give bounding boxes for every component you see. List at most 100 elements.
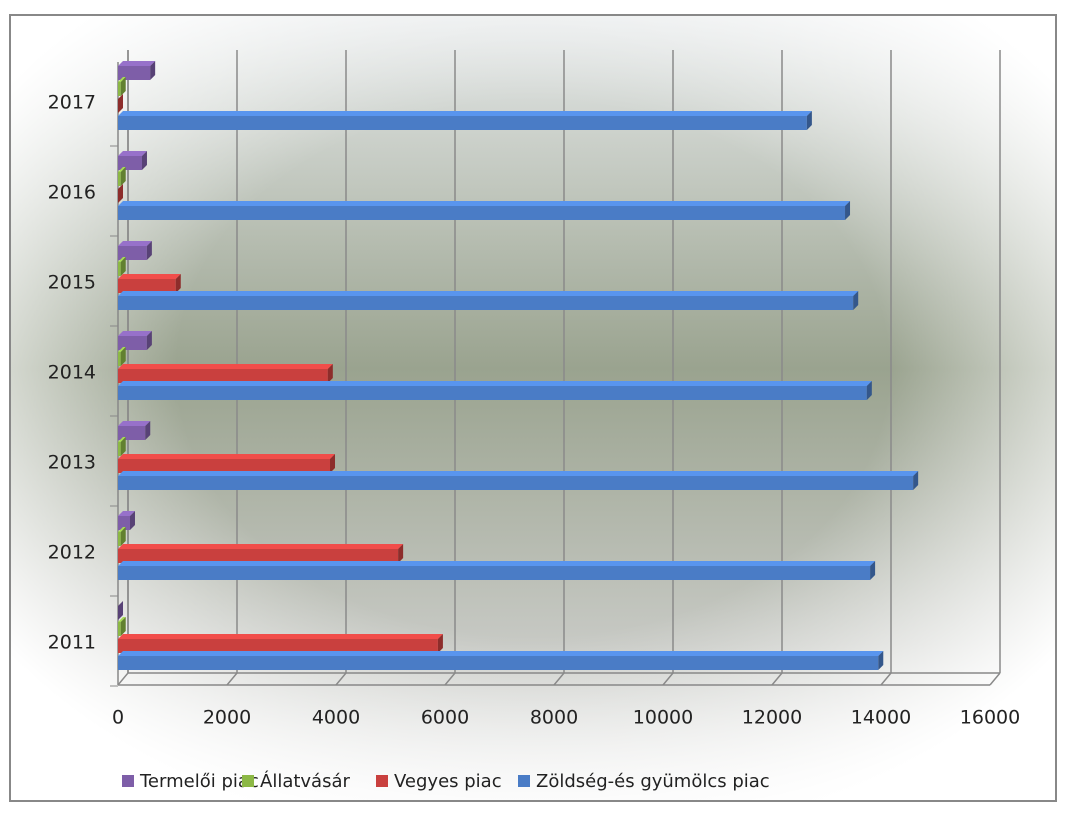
x-tick-label: 16000: [960, 707, 1020, 729]
bar-front: [118, 246, 147, 260]
floor-line: [444, 672, 456, 686]
bar-front: [118, 386, 867, 400]
y-tick-label: 2016: [48, 182, 96, 204]
bar: [118, 634, 443, 653]
legend-label: Termelői piac: [139, 771, 259, 792]
bar-side: [866, 381, 872, 400]
bar-top: [118, 364, 333, 369]
bar-top: [118, 617, 126, 622]
bar-front: [118, 82, 121, 96]
bar-side: [845, 201, 851, 220]
bar-top: [118, 61, 156, 66]
legend-label: Zöldség-és gyümölcs piac: [536, 771, 770, 792]
bar-top: [118, 421, 151, 426]
bar-side: [120, 617, 126, 636]
bar: [118, 544, 404, 563]
y-tick-label: 2011: [48, 632, 96, 654]
bar-front: [118, 639, 438, 653]
bar-side: [175, 274, 181, 293]
bar: [118, 364, 333, 383]
legend-swatch: [376, 775, 388, 787]
bar-side: [129, 511, 135, 530]
bar-top: [118, 454, 336, 459]
bar-side: [437, 634, 443, 653]
bar: [118, 601, 123, 620]
bar-front: [118, 352, 121, 366]
bar-side: [118, 184, 123, 203]
bar-front: [118, 566, 871, 580]
bar: [118, 561, 876, 580]
bar: [118, 201, 851, 220]
bar-front: [118, 206, 846, 220]
bar: [118, 471, 919, 490]
bar-top: [118, 151, 147, 156]
floor-line: [117, 672, 129, 686]
bar-side: [118, 601, 123, 620]
floor-line: [226, 672, 238, 686]
bar-top: [118, 331, 152, 336]
bar: [118, 257, 126, 276]
bar-front: [118, 656, 879, 670]
bar-side: [120, 437, 126, 456]
floor-line: [553, 672, 565, 686]
bar-top: [118, 634, 443, 639]
bar: [118, 331, 152, 350]
bar-front: [118, 296, 854, 310]
bar: [118, 437, 126, 456]
bar-front: [118, 336, 147, 350]
bar-front: [118, 459, 331, 473]
floor-line: [880, 672, 892, 686]
bar-front: [118, 442, 121, 456]
bar: [118, 61, 156, 80]
bar-side: [146, 241, 152, 260]
legend-label: Vegyes piac: [394, 771, 502, 792]
bar-top: [118, 651, 884, 656]
bar-top: [118, 527, 126, 532]
bar-top: [118, 544, 404, 549]
bar-top: [118, 381, 872, 386]
bar-top: [118, 111, 812, 116]
bar-top: [118, 561, 876, 566]
legend-label: Állatvásár: [260, 770, 350, 792]
floor-line: [335, 672, 347, 686]
bar: [118, 511, 135, 530]
bar-side: [806, 111, 812, 130]
bar-top: [118, 77, 126, 82]
bar-side: [330, 454, 336, 473]
bar-front: [118, 476, 914, 490]
bar-top: [118, 257, 126, 262]
bar-top: [118, 347, 126, 352]
bar-side: [145, 421, 151, 440]
bar: [118, 454, 336, 473]
bar-front: [118, 262, 121, 276]
bar-front: [118, 66, 151, 80]
bar-side: [120, 167, 126, 186]
bar-front: [118, 172, 121, 186]
y-tick-label: 2013: [48, 452, 96, 474]
bar: [118, 241, 152, 260]
bar-side: [118, 94, 123, 113]
bar-side: [913, 471, 919, 490]
y-tick-label: 2017: [48, 92, 96, 114]
bar: [118, 617, 126, 636]
bar-top: [118, 291, 859, 296]
y-tick-label: 2012: [48, 542, 96, 564]
bar: [118, 527, 126, 546]
bar-side: [141, 151, 147, 170]
bar-side: [120, 77, 126, 96]
floor-line: [989, 672, 1001, 686]
legend-swatch: [518, 775, 530, 787]
x-tick-label: 6000: [421, 707, 469, 729]
bar-side: [120, 527, 126, 546]
legend-swatch: [242, 775, 254, 787]
bar-side: [853, 291, 859, 310]
bar-front: [118, 279, 176, 293]
x-tick-label: 14000: [851, 707, 911, 729]
bar-top: [118, 471, 919, 476]
bar-side: [146, 331, 152, 350]
bar-front: [118, 549, 399, 563]
y-tick-label: 2015: [48, 272, 96, 294]
bar: [118, 94, 123, 113]
bar-top: [118, 437, 126, 442]
